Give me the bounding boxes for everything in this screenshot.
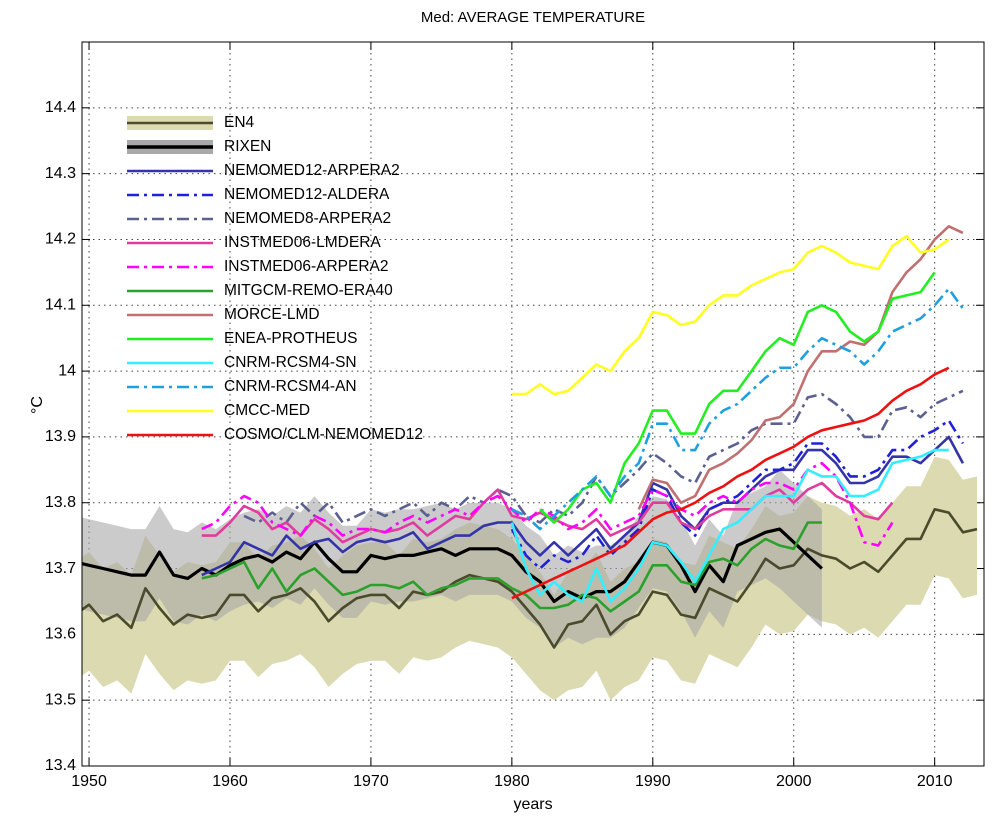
y-tick-label: 14 (58, 362, 76, 379)
legend-label: CMCC-MED (224, 402, 310, 419)
y-tick-label: 14.1 (45, 296, 76, 313)
x-tick-label: 2010 (917, 773, 953, 790)
x-axis-label: years (513, 796, 552, 813)
legend-label: INSTMED06-LMDERA (224, 234, 381, 251)
legend-label: ENEA-PROTHEUS (224, 330, 358, 347)
legend-label: NEMOMED8-ARPERA2 (224, 210, 391, 227)
y-tick-label: 13.6 (45, 626, 76, 643)
legend-label: NEMOMED12-ARPERA2 (224, 162, 400, 179)
series-line (539, 271, 936, 524)
series-line (201, 461, 894, 547)
x-tick-label: 1960 (212, 773, 248, 790)
y-tick-label: 14.4 (45, 99, 76, 116)
x-tick-label: 2000 (776, 773, 812, 790)
y-tick-label: 13.4 (45, 757, 76, 774)
legend-label: COSMO/CLM-NEMOMED12 (224, 426, 423, 443)
series-line (510, 448, 949, 603)
plot-frame (81, 41, 985, 767)
y-tick-label: 14.2 (45, 231, 76, 248)
y-axis-label: °C (29, 396, 46, 414)
series-line (510, 419, 965, 570)
series-line (511, 234, 950, 396)
x-tick-label: 1970 (353, 773, 389, 790)
legend-label: CNRM-RCSM4-SN (224, 354, 357, 371)
chart-title: Med: AVERAGE TEMPERATURE (421, 9, 645, 26)
y-tick-label: 14.3 (45, 165, 76, 182)
series-line (82, 527, 823, 604)
y-tick-label: 13.5 (45, 691, 76, 708)
y-tick-label: 13.9 (45, 428, 76, 445)
legend-label: EN4 (224, 114, 255, 131)
legend-label: MITGCM-REMO-ERA40 (224, 282, 393, 299)
series-line (243, 389, 964, 524)
series-line (201, 435, 965, 577)
x-tick-label: 1990 (635, 773, 671, 790)
series-line (201, 521, 822, 613)
y-tick-label: 13.7 (45, 560, 76, 577)
series-line (511, 287, 964, 531)
series-line (637, 225, 964, 510)
legend-label: RIXEN (224, 138, 271, 155)
series-line (511, 366, 950, 600)
legend-label: NEMOMED12-ALDERA (224, 186, 390, 203)
legend-label: CNRM-RCSM4-AN (224, 378, 357, 395)
x-tick-label: 1950 (71, 773, 107, 790)
series-line (82, 508, 978, 649)
x-tick-label: 1980 (494, 773, 530, 790)
y-tick-label: 13.8 (45, 494, 76, 511)
legend-label: INSTMED06-ARPERA2 (224, 258, 389, 275)
legend-label: MORCE-LMD (224, 306, 320, 323)
